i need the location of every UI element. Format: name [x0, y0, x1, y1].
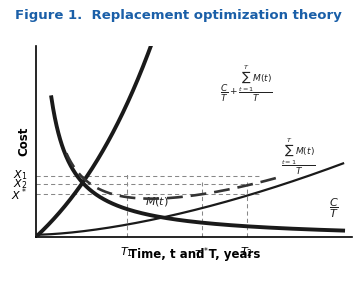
Text: $X_1$: $X_1$: [13, 169, 27, 182]
Text: $T^*$: $T^*$: [194, 246, 209, 262]
Text: $X^*$: $X^*$: [11, 186, 27, 203]
Text: Figure 1.  Replacement optimization theory: Figure 1. Replacement optimization theor…: [15, 9, 341, 22]
Text: $X_2$: $X_2$: [13, 177, 27, 191]
Y-axis label: Cost: Cost: [18, 126, 31, 156]
Text: $T_1$: $T_1$: [120, 246, 133, 259]
Text: $T_2$: $T_2$: [240, 246, 253, 259]
Text: $\dfrac{C}{T}+\dfrac{\sum_{t=1}^{T}M(t)}{T}$: $\dfrac{C}{T}+\dfrac{\sum_{t=1}^{T}M(t)}…: [220, 64, 273, 104]
Text: $\dfrac{\sum_{t=1}^{T}M(t)}{T}$: $\dfrac{\sum_{t=1}^{T}M(t)}{T}$: [281, 137, 315, 176]
Text: $\dfrac{C}{T}$: $\dfrac{C}{T}$: [329, 197, 339, 220]
Text: $M(t)$: $M(t)$: [145, 195, 168, 208]
X-axis label: Time, t and T, years: Time, t and T, years: [129, 248, 260, 261]
